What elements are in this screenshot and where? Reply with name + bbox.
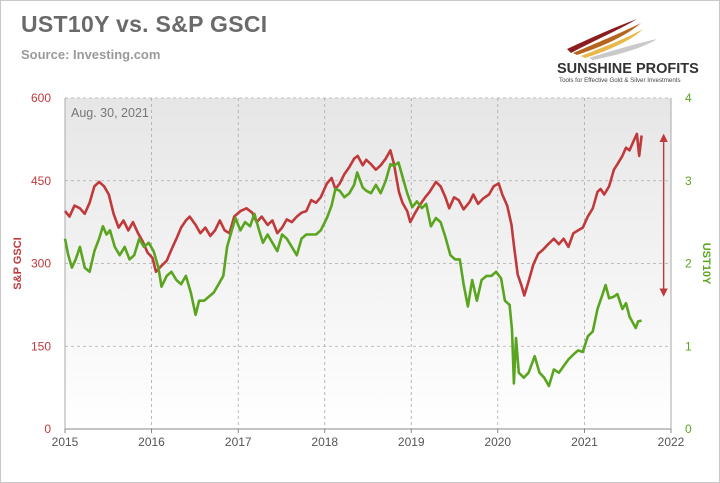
x-tick-label: 2020 xyxy=(484,435,511,449)
y-left-tick-label: 450 xyxy=(31,174,51,188)
x-tick-label: 2021 xyxy=(571,435,598,449)
y-left-axis-title: S&P GSCI xyxy=(12,237,24,289)
logo-name: SUNSHINE PROFITS xyxy=(557,61,699,77)
logo-swoosh-light xyxy=(581,29,643,58)
series-line-sp-gsci xyxy=(63,132,643,297)
sunshine-profits-logo: SUNSHINE PROFITS Tools for Effective Gol… xyxy=(557,19,699,84)
axes: 0 0 150 1 300 2 450 3 600 4 2015 2016 2017 2018 2019 20… xyxy=(12,91,712,449)
y-right-tick-label: 1 xyxy=(685,339,692,353)
y-right-tick-label: 4 xyxy=(685,91,692,105)
grid-lines xyxy=(65,97,671,429)
y-right-tick-label: 0 xyxy=(685,422,692,436)
y-left-tick-label: 0 xyxy=(44,422,51,436)
x-tick-label: 2015 xyxy=(52,435,79,449)
y-left-tick-label: 600 xyxy=(31,91,51,105)
x-tick-label: 2018 xyxy=(311,435,338,449)
y-left-tick-label: 300 xyxy=(31,257,51,271)
chart-source: Source: Investing.com xyxy=(21,47,161,62)
y-right-tick-label: 2 xyxy=(685,257,692,271)
chart-title: UST10Y vs. S&P GSCI xyxy=(21,11,268,37)
x-tick-label: 2016 xyxy=(138,435,165,449)
y-right-axis-title: UST10Y xyxy=(700,243,712,285)
x-tick-label: 2022 xyxy=(658,435,685,449)
x-tick-label: 2017 xyxy=(225,435,252,449)
logo-tagline: Tools for Effective Gold & Silver Invest… xyxy=(559,77,681,84)
logo-swoosh-gray xyxy=(589,39,657,60)
y-right-tick-label: 3 xyxy=(685,174,692,188)
logo-swoosh-mid xyxy=(573,23,641,55)
date-annotation: Aug. 30, 2021 xyxy=(71,106,149,120)
series-lines xyxy=(63,132,643,388)
logo-swoosh-dark xyxy=(567,19,637,53)
x-tick-label: 2019 xyxy=(398,435,425,449)
y-left-tick-label: 150 xyxy=(31,339,51,353)
series-line-ust10y xyxy=(63,161,642,388)
